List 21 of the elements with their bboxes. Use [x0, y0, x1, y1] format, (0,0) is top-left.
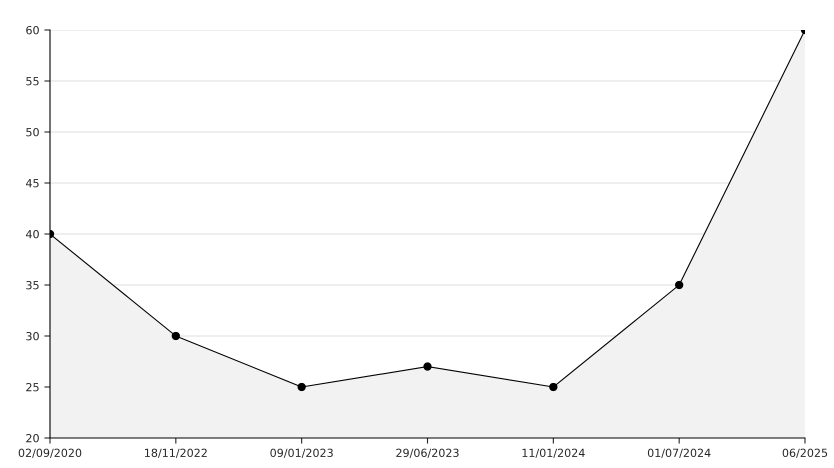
- x-tick-label: 01/07/2024: [648, 448, 711, 458]
- x-tick-label: 18/11/2022: [145, 448, 207, 458]
- y-tick-label: 25: [26, 382, 39, 392]
- y-tick-label: 40: [26, 230, 39, 238]
- y-tick-label: 45: [26, 179, 39, 188]
- point: [549, 382, 558, 392]
- y-tick-label: 60: [26, 26, 39, 34]
- y-tick-label: 35: [26, 280, 39, 290]
- x-tick-label: 11/01/2024: [522, 448, 585, 458]
- x-tick-label: 29/06/2023: [396, 448, 459, 458]
- point: [423, 362, 432, 371]
- x-tick-label: 02/09/2020: [18, 448, 82, 458]
- point: [298, 382, 306, 392]
- y-tick-label: 55: [26, 77, 39, 86]
- x-tick-label: 06/2025: [782, 448, 828, 458]
- y-tick-label: 30: [26, 332, 39, 340]
- y-tick-label: 50: [26, 128, 39, 136]
- point: [172, 332, 180, 340]
- point: [675, 280, 684, 290]
- x-tick-label: 09/01/2023: [270, 448, 333, 458]
- y-tick-label: 20: [26, 434, 39, 442]
